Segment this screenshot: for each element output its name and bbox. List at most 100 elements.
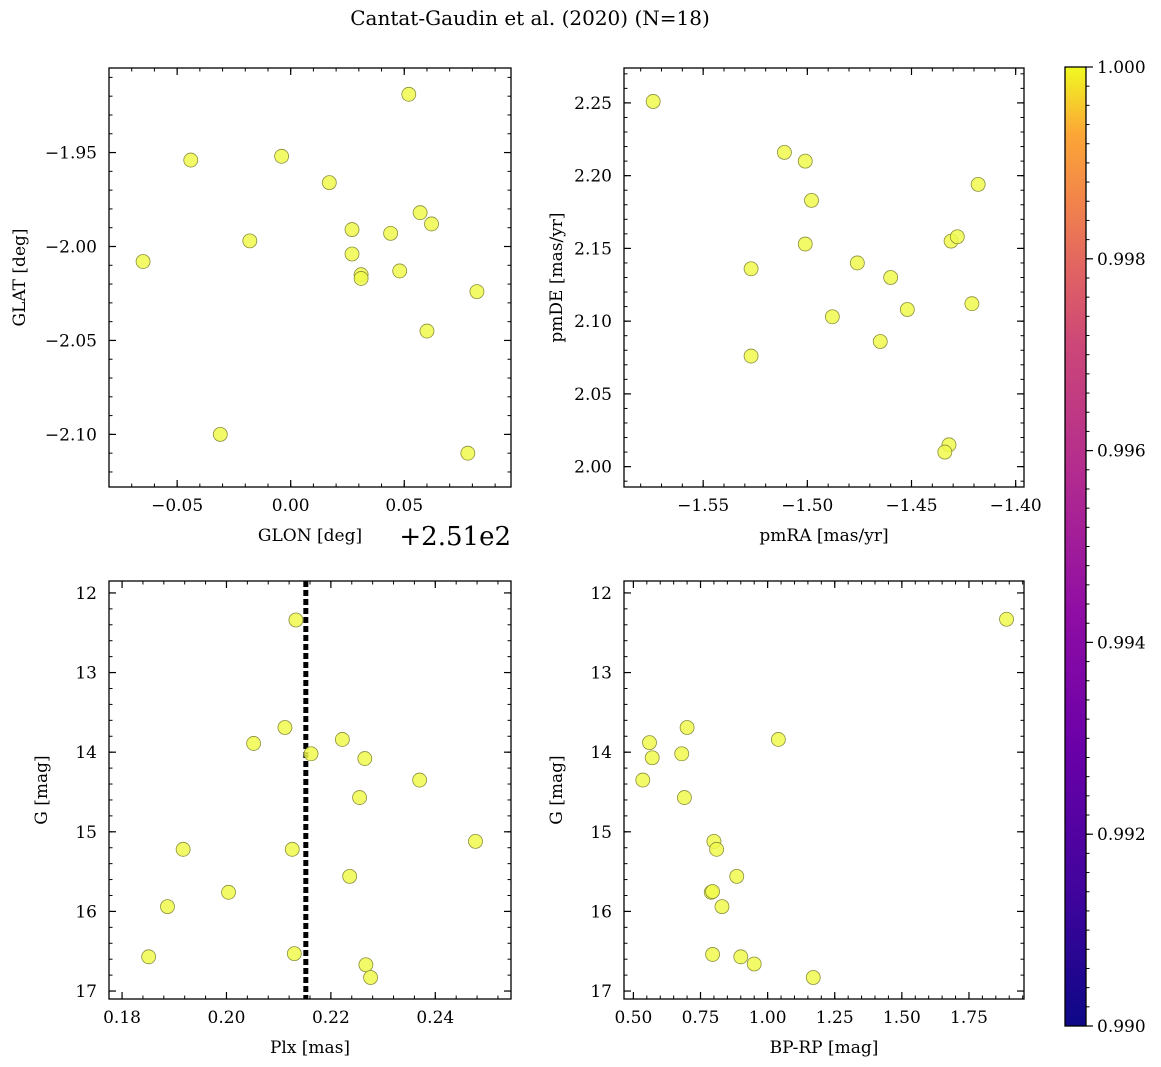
y-tick-label: 14	[590, 743, 612, 763]
data-point	[797, 153, 813, 169]
data-point	[344, 222, 360, 237]
data-point	[383, 225, 399, 241]
data-point	[284, 841, 300, 857]
data-point	[277, 720, 293, 735]
data-point	[679, 720, 695, 735]
data-point	[970, 176, 986, 192]
x-axis-label: BP-RP [mag]	[770, 1038, 879, 1058]
y-tick-label: 16	[75, 902, 97, 922]
y-tick-label: 2.25	[574, 94, 612, 114]
x-tick-label: 1.75	[950, 1008, 988, 1028]
data-point	[797, 236, 813, 252]
data-point	[212, 426, 228, 442]
data-point	[424, 216, 439, 232]
data-point	[805, 970, 821, 985]
data-point	[221, 884, 236, 900]
axes-frame	[108, 580, 512, 1000]
y-tick-label: 14	[75, 743, 97, 763]
minor-ticks	[624, 68, 1024, 487]
y-axis-label: GLAT [deg]	[10, 228, 30, 326]
data-point	[321, 175, 337, 191]
colorbar-tick-label: 0.996	[1097, 442, 1146, 462]
y-axis-label: pmDE [mas/yr]	[547, 212, 567, 342]
axes-frame	[623, 67, 1025, 488]
data-point	[303, 746, 319, 762]
colorbar: 0.990 0.992 0.994 0.996 0.998 1.000	[1064, 58, 1146, 1037]
data-point	[419, 323, 435, 339]
y-tick-label: −1.95	[45, 144, 97, 164]
colorbar-tick-label: 1.000	[1097, 58, 1146, 78]
minor-ticks	[624, 581, 1024, 999]
colorbar-tick-label: 0.990	[1097, 1017, 1146, 1037]
x-tick-label: −1.50	[781, 496, 833, 516]
data-point	[899, 302, 915, 317]
data-point	[872, 334, 888, 349]
colorbar-tick-label: 0.992	[1097, 825, 1146, 845]
y-tick-label: 13	[75, 664, 97, 684]
data-point	[352, 790, 367, 805]
data-point	[412, 772, 428, 788]
x-offset-label: +2.51e2	[399, 522, 511, 552]
panel-plx-g: 0.18 0.20 0.22 0.24 12 13 14 15 16 17 Plx [mas] G […	[32, 580, 512, 1058]
x-tick-label: 0.50	[614, 1008, 652, 1028]
data-point	[469, 284, 485, 299]
data-point	[677, 790, 692, 805]
data-point	[642, 735, 657, 751]
data-point	[777, 144, 792, 160]
data-point	[141, 949, 157, 965]
data-point	[644, 750, 660, 766]
data-point	[392, 263, 408, 279]
x-tick-label: 0.00	[272, 496, 310, 516]
x-tick-label: −1.55	[677, 496, 729, 516]
data-point	[949, 229, 965, 245]
y-tick-label: 2.20	[574, 167, 612, 187]
axes-frame	[108, 67, 512, 488]
data-point	[135, 254, 151, 269]
data-point	[460, 445, 476, 461]
colorbar-tick-label: 0.994	[1097, 633, 1146, 653]
y-tick-label: 2.15	[574, 239, 612, 259]
data-point	[401, 86, 417, 102]
data-point	[274, 148, 290, 164]
data-point	[770, 732, 786, 747]
x-tick-label: −0.05	[151, 496, 203, 516]
panel-pmra-pmde: −1.55 −1.50 −1.45 −1.40 2.00 2.05 2.10 2.15 2.20…	[547, 67, 1042, 546]
data-point	[334, 732, 350, 747]
data-point	[674, 746, 690, 762]
y-tick-label: 2.05	[574, 385, 612, 405]
figure-title: Cantat-Gaudin et al. (2020) (N=18)	[350, 6, 710, 30]
data-point	[709, 841, 725, 857]
x-tick-label: 1.25	[816, 1008, 854, 1028]
y-tick-label: 12	[590, 584, 612, 604]
data-point	[999, 611, 1014, 627]
x-axis-label: pmRA [mas/yr]	[759, 526, 888, 546]
data-point	[645, 94, 661, 109]
x-tick-label: 0.18	[103, 1008, 141, 1028]
x-tick-label: 0.20	[208, 1008, 246, 1028]
x-axis-label: Plx [mas]	[270, 1038, 350, 1058]
x-tick-label: 0.24	[416, 1008, 454, 1028]
x-tick-label: 0.22	[312, 1008, 350, 1028]
axes-frame	[623, 580, 1025, 1000]
data-point	[286, 946, 302, 962]
data-point	[412, 205, 428, 221]
data-point	[733, 949, 749, 965]
x-tick-label: −1.40	[990, 496, 1042, 516]
x-axis-label: GLON [deg]	[258, 526, 362, 546]
y-tick-label: 12	[75, 584, 97, 604]
y-tick-label: 13	[590, 664, 612, 684]
x-tick-label: 0.05	[385, 496, 423, 516]
data-point	[635, 772, 651, 788]
data-point	[705, 947, 720, 962]
panel-bprp-g: 0.50 0.75 1.00 1.25 1.50 1.75 12 13 14 15 16 17 BP-R…	[547, 580, 1025, 1058]
y-tick-label: 2.00	[574, 458, 612, 478]
y-tick-label: 15	[75, 823, 97, 843]
colorbar-tick-label: 0.998	[1097, 250, 1146, 270]
y-tick-label: 17	[75, 982, 97, 1002]
data-point	[804, 192, 819, 208]
y-tick-label: 2.10	[574, 312, 612, 332]
minor-ticks	[108, 68, 511, 487]
data-point	[743, 261, 759, 277]
